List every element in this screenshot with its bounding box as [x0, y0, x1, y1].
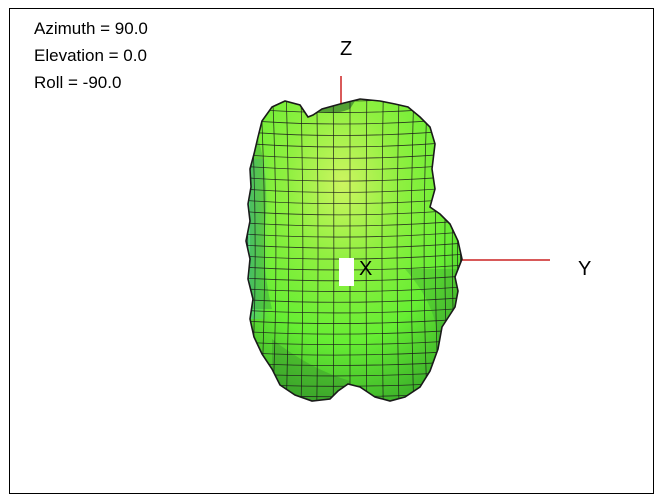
y-axis-label: Y	[578, 258, 592, 280]
azimuth-readout: Azimuth = 90.0	[34, 19, 148, 38]
elevation-readout: Elevation = 0.0	[34, 46, 147, 65]
mesh-surface[interactable]	[232, 95, 468, 407]
z-axis-label: Z	[340, 38, 353, 60]
view-parameters-panel: Azimuth = 90.0 Elevation = 0.0 Roll = -9…	[34, 15, 148, 96]
3d-viewport[interactable]: Azimuth = 90.0 Elevation = 0.0 Roll = -9…	[9, 8, 654, 494]
roll-readout: Roll = -90.0	[34, 73, 122, 92]
origin-marker	[339, 258, 354, 286]
scene-canvas[interactable]	[10, 9, 654, 494]
x-axis-label: X	[359, 258, 373, 280]
